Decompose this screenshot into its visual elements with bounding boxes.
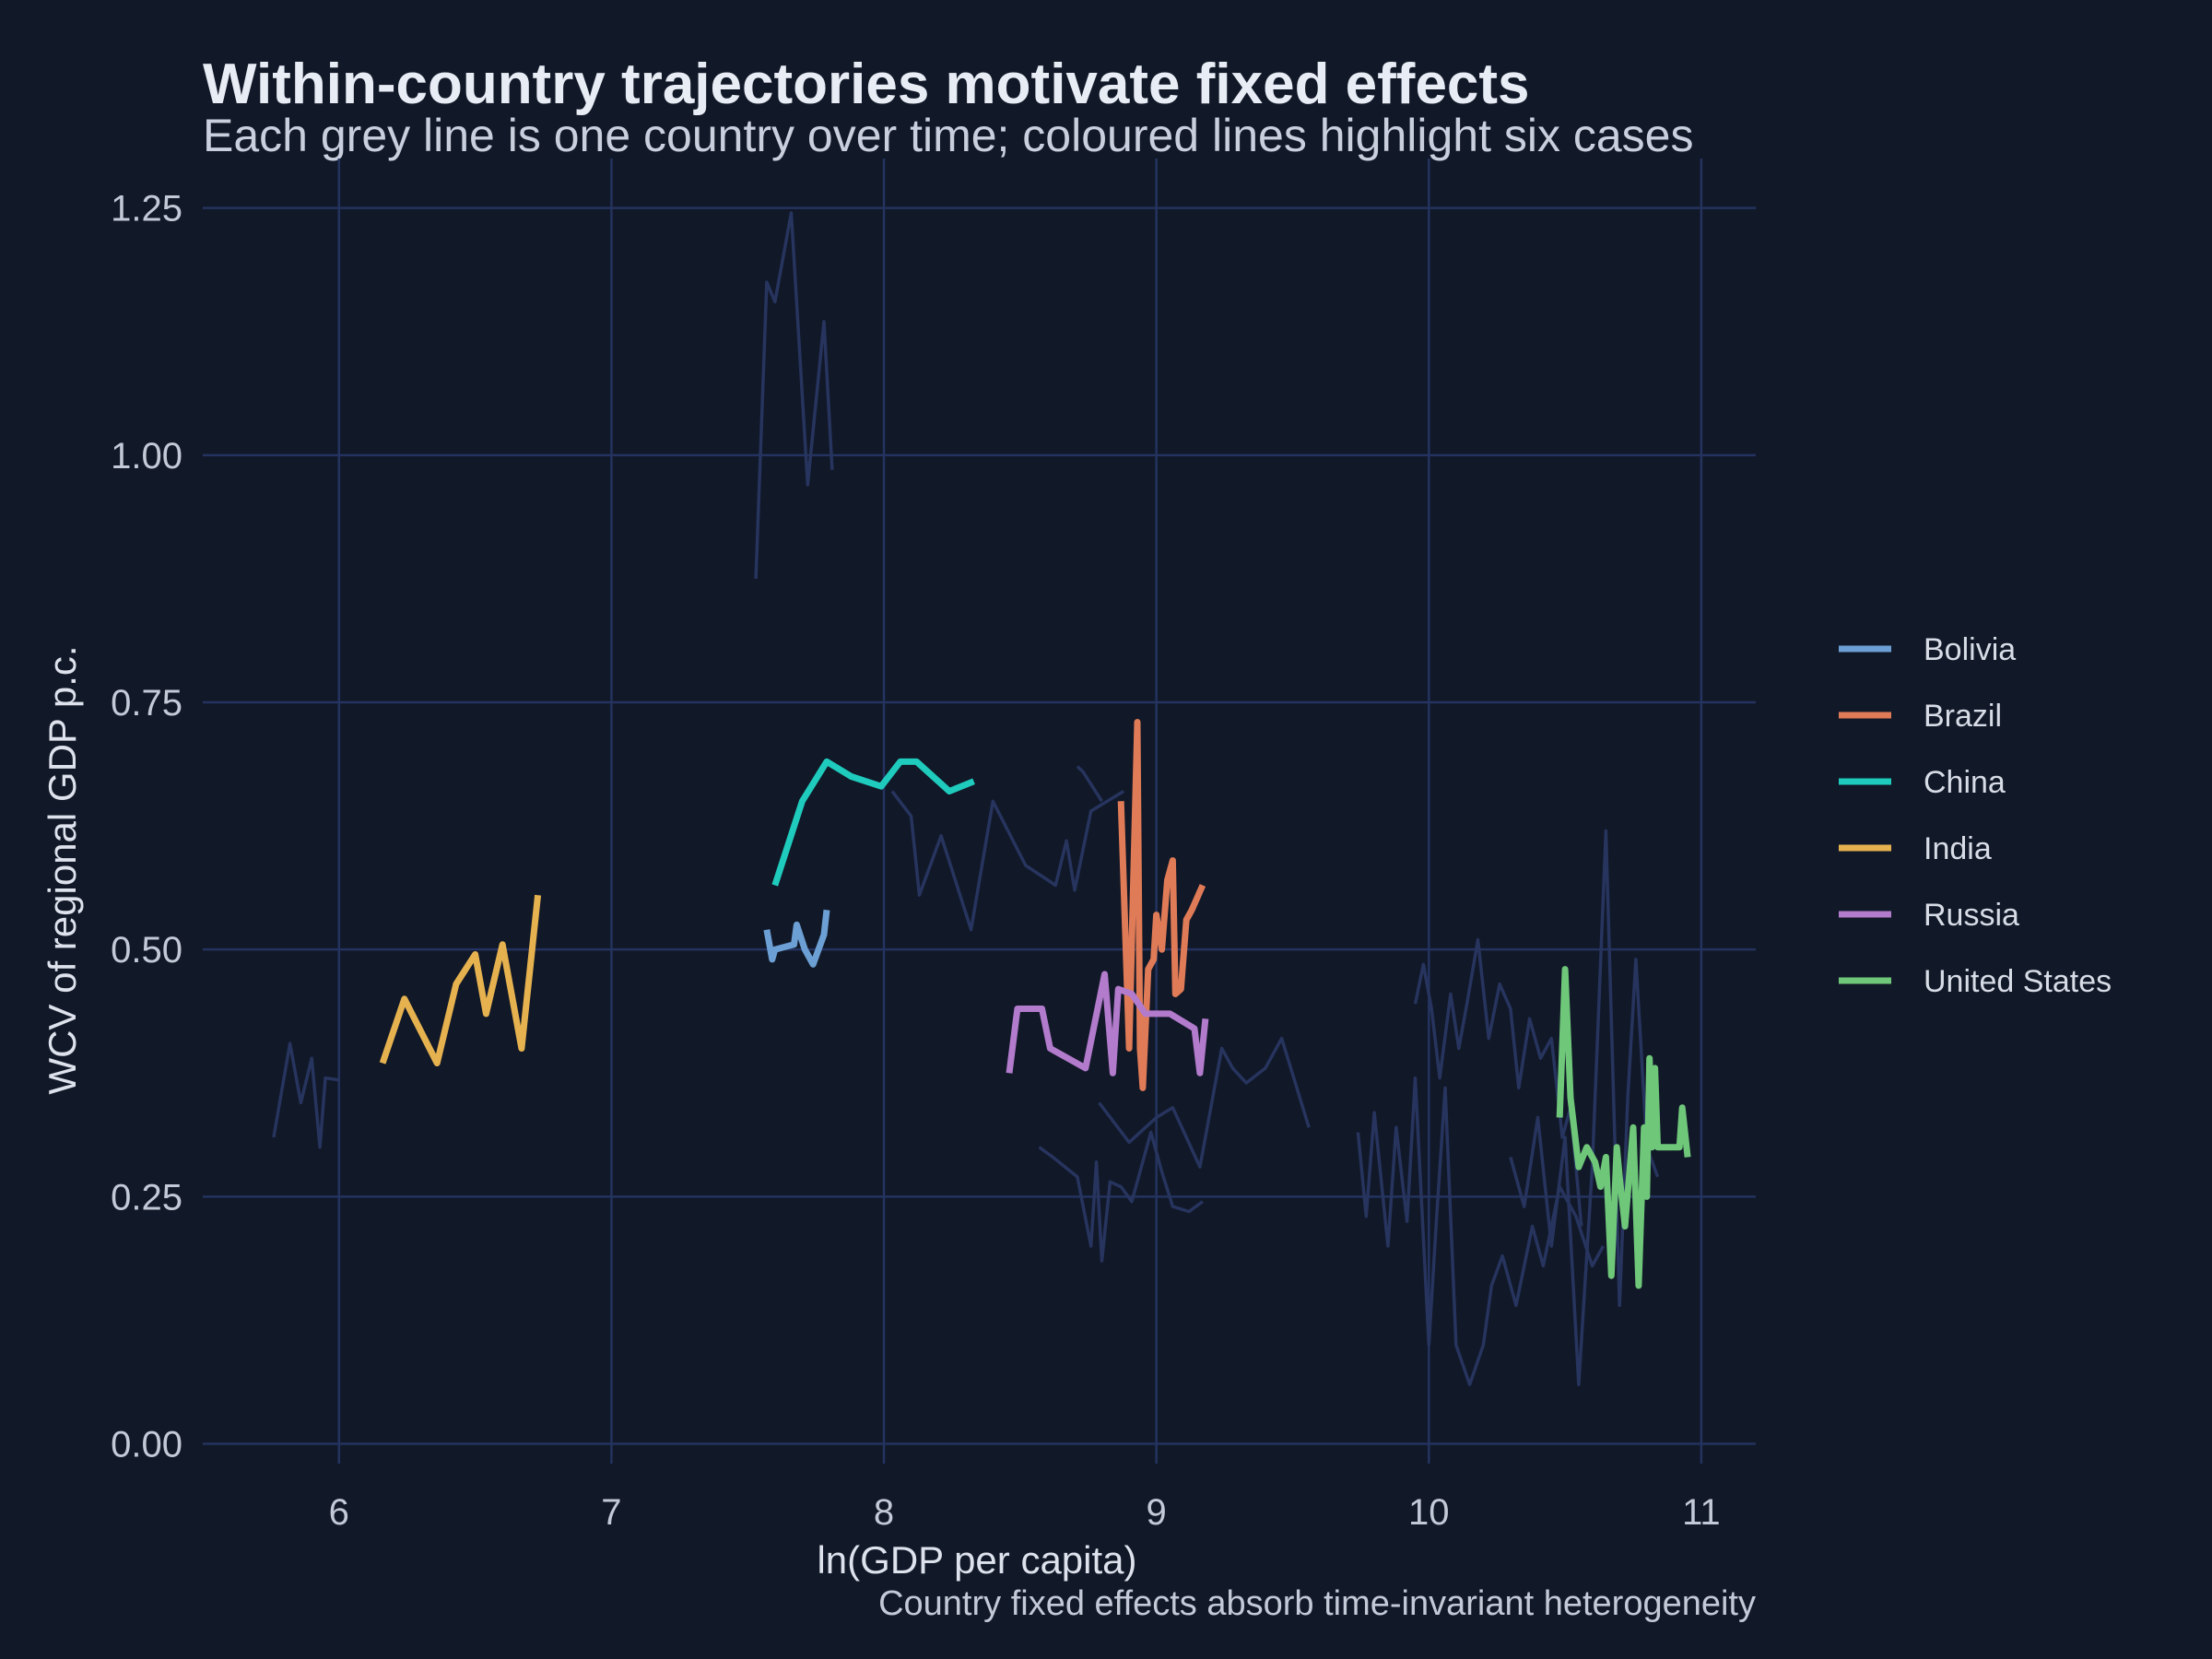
background-country-line xyxy=(1076,765,1103,803)
x-tick-label: 6 xyxy=(329,1492,349,1533)
background-country-line xyxy=(1509,829,1660,1386)
x-tick-label: 7 xyxy=(601,1492,621,1533)
chart-subtitle: Each grey line is one country over time;… xyxy=(203,110,1693,161)
legend-label-united-states: United States xyxy=(1924,964,2112,999)
background-series xyxy=(272,211,1660,1386)
legend-label-russia: Russia xyxy=(1924,898,2019,933)
y-tick-label: 0.00 xyxy=(111,1425,182,1465)
legend: Bolivia Brazil China India Russia United Stat… xyxy=(1839,632,2112,999)
x-tick-label: 8 xyxy=(874,1492,894,1533)
x-tick-label: 9 xyxy=(1147,1492,1167,1533)
background-country-line xyxy=(754,211,834,579)
y-tick-label: 0.50 xyxy=(111,930,182,971)
background-country-line xyxy=(1413,937,1583,1227)
y-tick-label: 1.25 xyxy=(111,189,182,229)
series-line-united-states xyxy=(1556,966,1691,1289)
legend-label-india: India xyxy=(1924,831,1992,866)
y-tick-label: 1.00 xyxy=(111,436,182,477)
gridlines xyxy=(203,159,1756,1464)
x-axis-label: ln(GDP per capita) xyxy=(817,1538,1136,1582)
chart-title: Within-country trajectories motivate fix… xyxy=(203,53,1530,116)
y-tick-label: 0.25 xyxy=(111,1177,182,1218)
y-tick-label: 0.75 xyxy=(111,683,182,724)
y-axis-ticks: 0.00 0.25 0.50 0.75 1.00 1.25 xyxy=(111,189,182,1465)
background-country-line xyxy=(890,790,1125,932)
series-line-brazil xyxy=(1117,719,1206,1091)
background-country-line xyxy=(1098,1036,1311,1169)
background-country-line xyxy=(1356,1076,1606,1386)
highlighted-series xyxy=(379,719,1691,1289)
series-line-india xyxy=(379,894,542,1066)
series-line-russia xyxy=(1006,971,1209,1077)
y-axis-label: WCV of regional GDP p.c. xyxy=(41,645,84,1094)
legend-label-bolivia: Bolivia xyxy=(1924,632,2016,667)
legend-label-china: China xyxy=(1924,765,2006,800)
x-tick-label: 10 xyxy=(1408,1492,1450,1533)
x-tick-label: 11 xyxy=(1682,1492,1721,1533)
background-country-line xyxy=(1038,1130,1204,1263)
chart-caption: Country fixed effects absorb time-invari… xyxy=(878,1584,1756,1623)
x-axis-ticks: 6 7 8 9 10 11 xyxy=(329,1492,1721,1533)
legend-label-brazil: Brazil xyxy=(1924,699,2002,734)
series-line-china xyxy=(771,758,975,887)
background-country-line xyxy=(272,1041,340,1149)
series-line-bolivia xyxy=(763,909,830,968)
